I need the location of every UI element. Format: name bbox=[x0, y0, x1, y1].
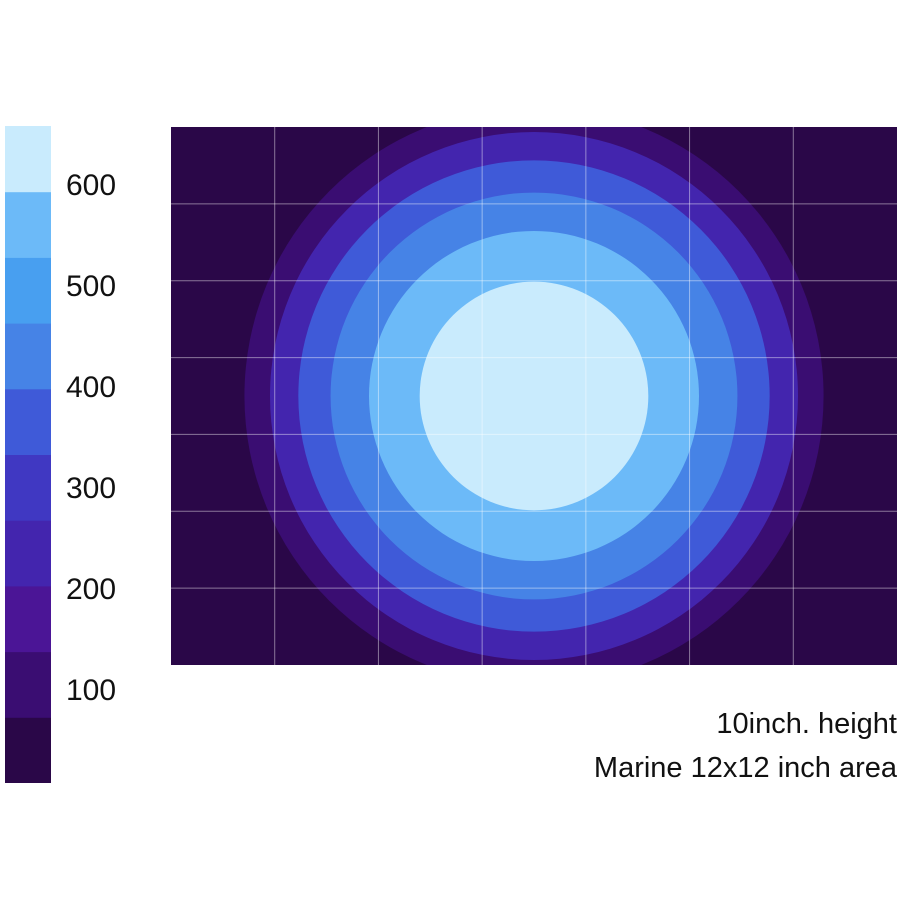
contour-level-600 bbox=[419, 281, 649, 511]
colorbar-bin-4 bbox=[5, 454, 51, 521]
colorbar-bin-7 bbox=[5, 257, 51, 324]
colorbar-tick-labels: 600 500 400 300 200 100 bbox=[66, 0, 146, 905]
colorbar-bin-6 bbox=[5, 323, 51, 390]
caption-area: Marine 12x12 inch area bbox=[593, 752, 897, 784]
colorbar-bin-9 bbox=[5, 126, 51, 193]
colorbar-tick-label: 500 bbox=[66, 269, 117, 303]
colorbar-tick-label: 100 bbox=[66, 674, 117, 708]
colorbar-bin-1 bbox=[5, 651, 51, 718]
colorbar-tick-label: 200 bbox=[66, 572, 117, 606]
caption-height: 10inch. height bbox=[716, 708, 897, 740]
colorbar-tick-label: 400 bbox=[66, 370, 117, 404]
colorbar-bin-5 bbox=[5, 388, 51, 455]
colorbar-bin-8 bbox=[5, 191, 51, 258]
colorbar-bin-3 bbox=[5, 520, 51, 587]
colorbar-bin-2 bbox=[5, 585, 51, 653]
heatmap-plot bbox=[171, 127, 897, 665]
colorbar bbox=[5, 126, 51, 783]
colorbar-bin-0 bbox=[5, 717, 51, 783]
colorbar-tick-label: 600 bbox=[66, 168, 117, 202]
colorbar-tick-label: 300 bbox=[66, 471, 117, 505]
chart-caption: 10inch. height Marine 12x12 inch area bbox=[594, 702, 897, 790]
